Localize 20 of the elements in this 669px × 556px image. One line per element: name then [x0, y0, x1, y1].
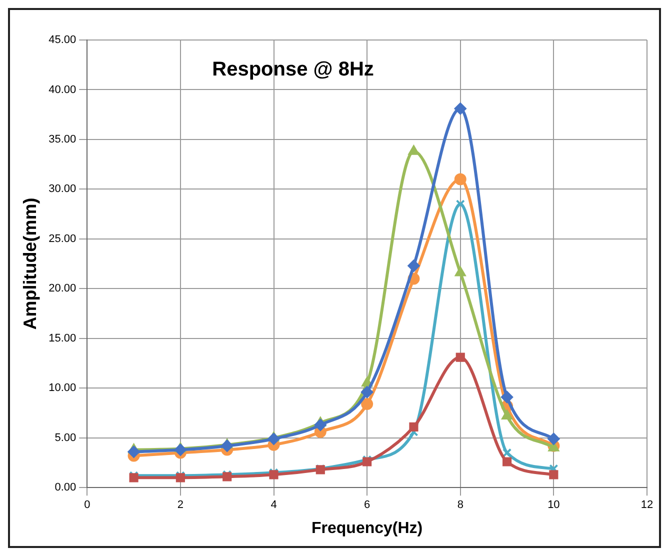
y-tick-label: 0.00: [54, 482, 76, 494]
x-tick-label: 2: [177, 499, 184, 512]
x-tick-label: 6: [364, 499, 370, 512]
y-tick-label: 15.00: [48, 332, 76, 344]
x-tick-label: 12: [640, 499, 654, 512]
y-tick-label: 45.00: [48, 34, 76, 46]
y-tick-label: 35.00: [48, 134, 76, 146]
x-tick-label: 8: [457, 499, 464, 512]
x-tick-label: 0: [84, 499, 90, 512]
text: Response @ 8Hz: [212, 58, 374, 81]
y-tick-label: 5.00: [54, 432, 76, 444]
y-tick-label: 25.00: [48, 232, 76, 245]
y-tick-label: 40.00: [48, 84, 76, 96]
x-tick-label: 10: [548, 499, 560, 512]
y-axis-title: Amplitude(mm): [20, 198, 40, 330]
y-tick-label: 20.00: [48, 282, 76, 295]
y-tick-label: 30.00: [48, 183, 76, 196]
y-tick-label: 10.00: [48, 382, 76, 394]
x-tick-label: 4: [270, 499, 277, 512]
x-axis-title: Frequency(Hz): [312, 520, 423, 537]
